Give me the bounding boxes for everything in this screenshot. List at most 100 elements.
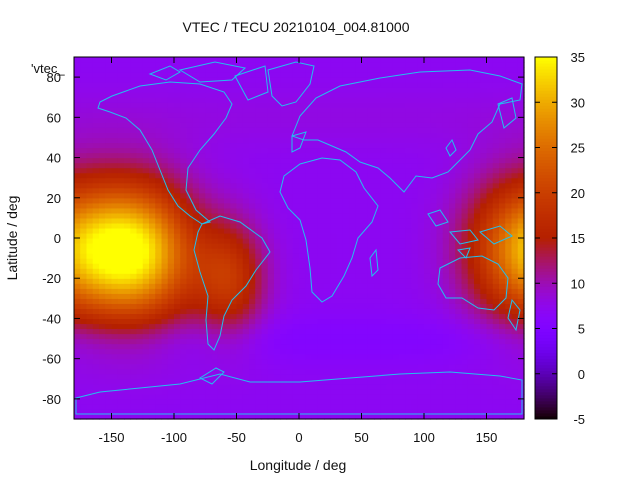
heatmap-cell [436,303,444,309]
heatmap-cell [399,248,406,254]
heatmap-cell [280,107,288,113]
heatmap-cell [380,112,388,118]
heatmap-cell [92,363,100,370]
heatmap-cell [461,343,469,350]
heatmap-cell [336,343,344,350]
heatmap-cell [349,378,356,385]
heatmap-cell [192,253,200,259]
heatmap-cell [424,72,431,78]
heatmap-cell [380,182,388,189]
heatmap-cell [117,238,125,244]
heatmap-cell [311,152,319,159]
heatmap-cell [161,202,169,209]
heatmap-cell [186,192,194,199]
heatmap-cell [142,112,150,118]
heatmap-cell [136,278,144,284]
heatmap-cell [467,278,475,284]
heatmap-cell [74,232,81,239]
heatmap-cell [449,92,456,98]
heatmap-cell [449,192,456,199]
heatmap-cell [442,313,450,320]
heatmap-cell [142,182,150,189]
heatmap-cell [80,373,88,380]
heatmap-cell [124,318,131,325]
heatmap-cell [124,358,131,365]
heatmap-cell [305,328,313,335]
heatmap-cell [405,373,413,380]
heatmap-cell [286,333,294,340]
heatmap-cell [286,258,294,264]
heatmap-cell [161,273,169,279]
heatmap-cell [336,238,344,244]
heatmap-cell [461,187,469,194]
heatmap-cell [430,177,438,184]
heatmap-cell [411,393,419,400]
heatmap-cell [242,368,250,375]
heatmap-cell [474,303,481,309]
heatmap-cell [86,408,94,415]
heatmap-cell [474,333,481,340]
heatmap-cell [217,87,225,93]
heatmap-cell [249,207,256,214]
heatmap-cell [217,238,225,244]
heatmap-cell [124,308,131,315]
heatmap-cell [386,162,394,169]
heatmap-cell [355,408,363,415]
heatmap-cell [86,227,94,234]
heatmap-cell [274,232,281,239]
heatmap-cell [349,137,356,144]
heatmap-cell [124,273,131,279]
heatmap-cell [505,338,513,345]
heatmap-cell [486,343,494,350]
heatmap-cell [167,82,175,88]
heatmap-cell [167,97,175,103]
heatmap-cell [186,227,194,234]
heatmap-cell [242,358,250,365]
heatmap-cell [74,67,81,73]
heatmap-cell [136,323,144,330]
heatmap-cell [480,358,488,365]
heatmap-cell [142,152,150,159]
heatmap-cell [474,258,481,264]
heatmap-cell [336,82,344,88]
heatmap-cell [374,227,381,234]
heatmap-cell [436,227,444,234]
heatmap-cell [149,77,156,83]
heatmap-cell [436,217,444,224]
heatmap-cell [292,92,300,98]
heatmap-cell [361,238,369,244]
heatmap-cell [274,403,281,410]
heatmap-cell [267,167,275,174]
heatmap-cell [105,323,113,330]
heatmap-cell [455,253,463,259]
heatmap-cell [392,187,400,194]
heatmap-cell [436,313,444,320]
heatmap-cell [411,167,419,174]
heatmap-cell [380,358,388,365]
heatmap-cell [267,212,275,219]
heatmap-cell [449,162,456,169]
heatmap-cell [211,77,219,83]
heatmap-cell [180,288,188,294]
heatmap-cell [324,248,331,254]
heatmap-cell [430,363,438,370]
heatmap-cell [249,243,256,249]
heatmap-cell [486,253,494,259]
heatmap-cell [111,388,119,395]
heatmap-cell [255,142,263,149]
heatmap-cell [367,167,375,174]
heatmap-cell [86,72,94,78]
heatmap-cell [280,87,288,93]
heatmap-cell [136,343,144,350]
heatmap-cell [449,308,456,315]
heatmap-cell [380,142,388,149]
heatmap-cell [330,343,338,350]
heatmap-cell [242,177,250,184]
heatmap-cell [405,293,413,299]
heatmap-cell [161,278,169,284]
heatmap-cell [186,82,194,88]
heatmap-cell [449,212,456,219]
heatmap-cell [330,107,338,113]
heatmap-cell [130,162,138,169]
heatmap-cell [111,358,119,365]
